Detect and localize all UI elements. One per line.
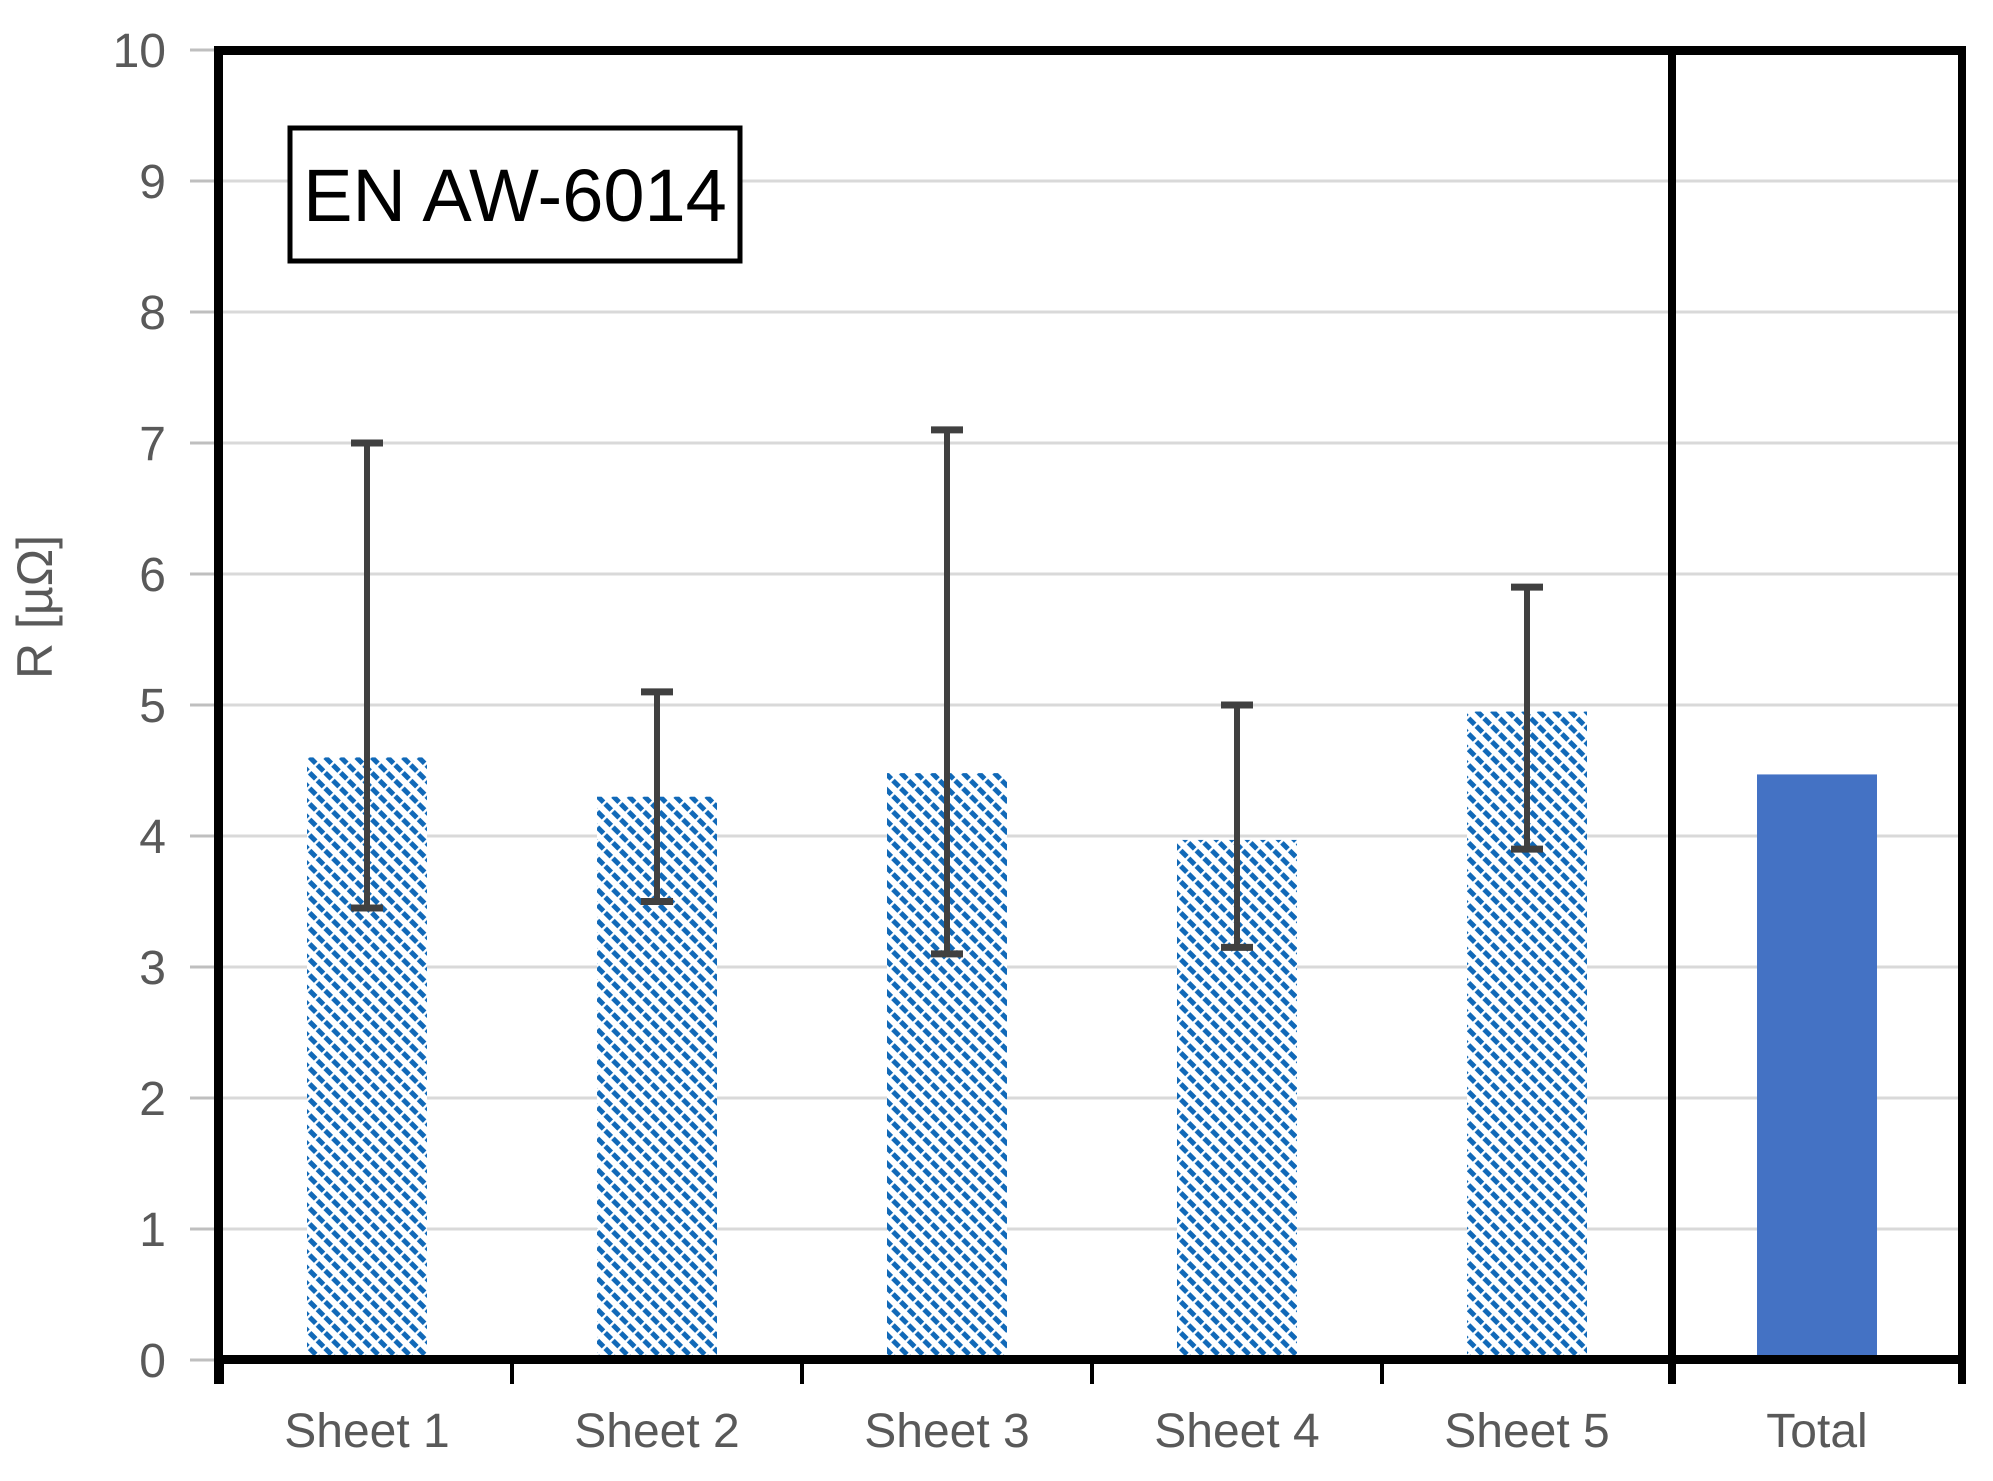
gridline-3 [223,965,1958,969]
plot-top-border [214,46,1966,55]
alloy-label-box [287,125,743,264]
y-tick-5 [190,703,214,707]
y-tick-label-3: 3 [139,942,166,995]
gridline-9 [223,179,1958,183]
y-tick-label-5: 5 [139,680,166,733]
x-label-sheet-5: Sheet 5 [1444,1405,1609,1458]
y-tick-label-10: 10 [113,25,166,78]
y-tick-3 [190,965,214,969]
x-label-sheet-4: Sheet 4 [1154,1405,1319,1458]
x-label-sheet-1: Sheet 1 [284,1405,449,1458]
gridline-5 [223,703,1958,707]
y-tick-labels-layer: 0 1 2 3 4 5 6 7 8 9 10 [113,25,166,1388]
y-tick-label-2: 2 [139,1073,166,1126]
gridline-2 [223,1096,1958,1100]
error-bar-sheet-4 [1221,701,1253,951]
y-tick-6 [190,572,214,576]
y-tick-label-9: 9 [139,156,166,209]
error-bars-layer [351,426,1543,958]
error-bar-sheet-2 [641,688,673,905]
x-axis-line [214,1355,1966,1364]
y-tick-0 [190,1358,214,1362]
gridlines-layer [223,179,1958,1231]
gridline-7 [223,441,1958,445]
plot-right-border [1958,46,1966,1384]
y-tick-8 [190,310,214,314]
x-tick-3 [1090,1364,1094,1384]
y-tick-label-6: 6 [139,549,166,602]
y-tick-4 [190,834,214,838]
x-tick-labels-layer: Sheet 1 Sheet 2 Sheet 3 Sheet 4 Sheet 5 Total [284,1405,1867,1458]
y-tick-label-4: 4 [139,811,166,864]
y-axis-line [214,46,223,1384]
gridline-1 [223,1227,1958,1231]
x-tick-4 [1380,1364,1384,1384]
bar-total [1757,774,1877,1362]
gridline-6 [223,572,1958,576]
y-ticks-layer [190,48,214,1362]
x-tick-1 [510,1364,514,1384]
x-tick-2 [800,1364,804,1384]
gridline-8 [223,310,1958,314]
x-label-sheet-3: Sheet 3 [864,1405,1029,1458]
error-bar-sheet-5 [1511,583,1543,853]
y-tick-label-1: 1 [139,1204,166,1257]
y-axis-title: R [µΩ] [7,535,63,679]
total-separator-line [1668,46,1676,1384]
x-label-total: Total [1766,1405,1867,1458]
x-label-sheet-2: Sheet 2 [574,1405,739,1458]
y-tick-label-7: 7 [139,418,166,471]
y-tick-2 [190,1096,214,1100]
y-tick-10 [190,48,214,52]
error-bar-sheet-1 [351,439,383,912]
error-bar-sheet-3 [931,426,963,958]
gridline-4 [223,834,1958,838]
y-tick-7 [190,441,214,445]
alloy-label-text: EN AW-6014 [303,154,727,237]
y-tick-9 [190,179,214,183]
y-tick-label-8: 8 [139,287,166,340]
y-tick-label-0: 0 [139,1335,166,1388]
y-tick-1 [190,1227,214,1231]
